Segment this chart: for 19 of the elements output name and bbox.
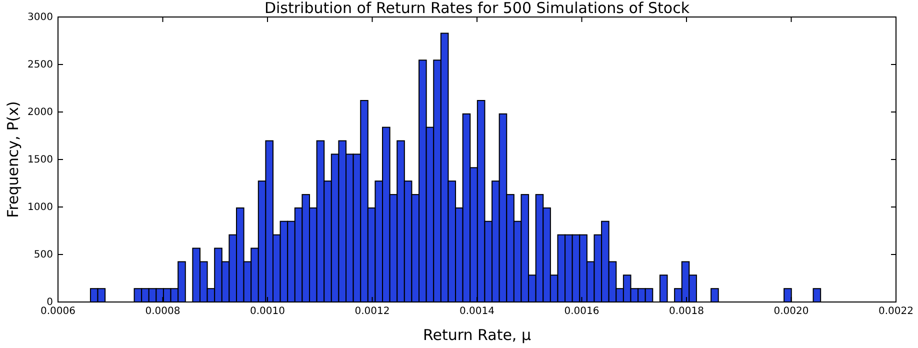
y-tick-label: 0 <box>46 297 53 308</box>
y-tick-label: 3000 <box>28 12 53 24</box>
x-tick-label: 0.0022 <box>878 306 914 318</box>
y-tick-label: 1000 <box>28 202 53 214</box>
chart-title: Distribution of Return Rates for 500 Simulations of Stock <box>264 0 690 17</box>
x-tick-label: 0.0014 <box>460 306 494 318</box>
x-tick-label: 0.0020 <box>774 306 809 318</box>
y-tick-label: 2000 <box>28 107 53 118</box>
y-tick-label: 500 <box>34 250 53 261</box>
x-axis-title: Return Rate, μ <box>422 326 532 344</box>
x-tick-label: 0.0010 <box>250 306 285 318</box>
x-tick-label: 0.0016 <box>564 306 600 318</box>
x-tick-label: 0.0018 <box>669 306 704 318</box>
x-tick-label: 0.0006 <box>40 306 76 318</box>
y-tick-label: 1500 <box>28 154 53 166</box>
x-tick-label: 0.0008 <box>145 306 180 318</box>
x-tick-label: 0.0012 <box>354 306 390 318</box>
y-axis-title: Frequency, P(x) <box>4 101 22 218</box>
y-tick-label: 2500 <box>28 60 53 71</box>
